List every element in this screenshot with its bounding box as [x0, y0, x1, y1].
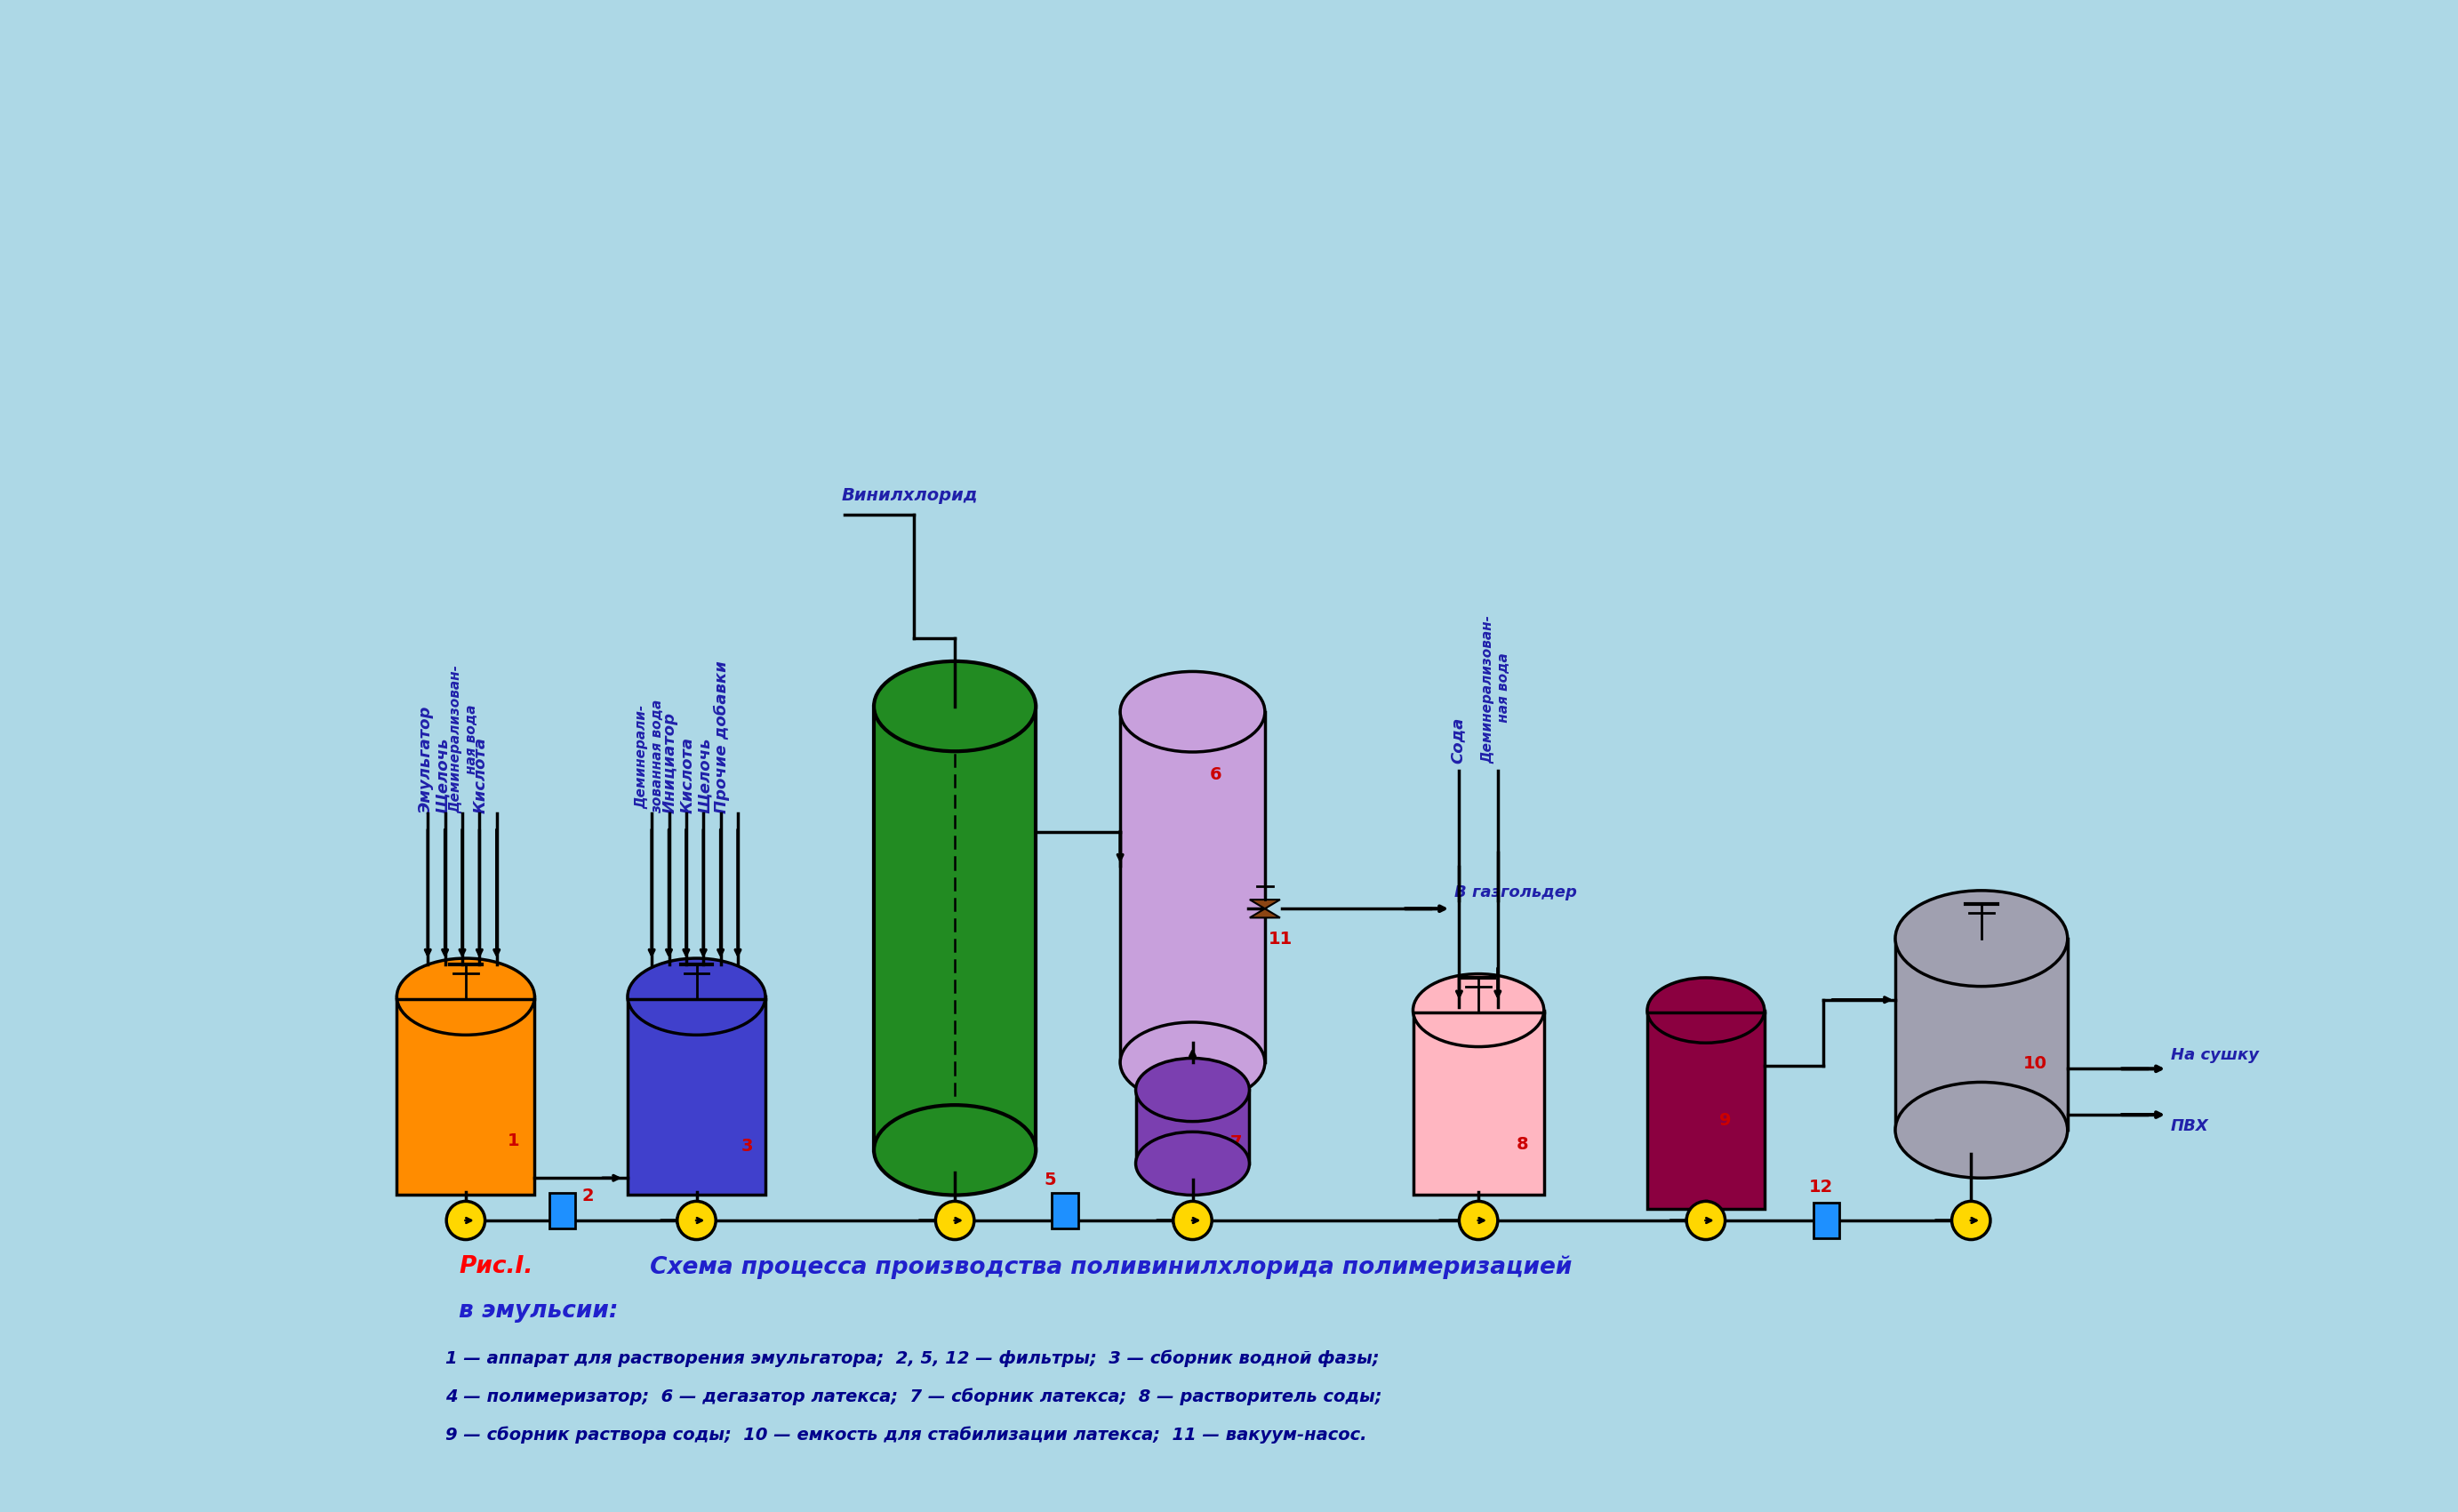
Bar: [1052, 1193, 1079, 1229]
Text: Щелочь: Щелочь: [435, 738, 450, 813]
Circle shape: [1172, 1201, 1212, 1240]
Text: в эмульсии:: в эмульсии:: [460, 1300, 619, 1323]
Ellipse shape: [1413, 974, 1544, 1046]
Text: 5: 5: [1045, 1172, 1057, 1188]
Circle shape: [678, 1201, 715, 1240]
Text: 12: 12: [1809, 1178, 1834, 1194]
Polygon shape: [1249, 909, 1281, 918]
Text: 3: 3: [742, 1139, 752, 1155]
Circle shape: [1686, 1201, 1726, 1240]
Bar: [627, 996, 764, 1194]
Text: 10: 10: [2023, 1055, 2048, 1072]
Text: 11: 11: [1268, 931, 1293, 948]
Text: 1 — аппарат для растворения эмульгатора;  2, 5, 12 — фильтры;  3 — сборник водно: 1 — аппарат для растворения эмульгатора;…: [445, 1350, 1379, 1367]
Bar: [1895, 939, 2067, 1129]
Text: 1: 1: [506, 1132, 519, 1149]
Ellipse shape: [396, 959, 533, 1034]
Ellipse shape: [1647, 978, 1765, 1043]
Text: Эмульгатор: Эмульгатор: [418, 706, 433, 813]
Bar: [548, 1193, 575, 1229]
Text: Деминерализован-
 ная вода: Деминерализован- ная вода: [1482, 615, 1509, 764]
Text: 9 — сборник раствора соды;  10 — емкость для стабилизации латекса;  11 — вакуум-: 9 — сборник раствора соды; 10 — емкость …: [445, 1426, 1367, 1444]
Text: Винилхлорид: Винилхлорид: [841, 487, 978, 505]
Circle shape: [936, 1201, 973, 1240]
Circle shape: [1952, 1201, 1991, 1240]
Text: На сушку: На сушку: [2170, 1048, 2259, 1063]
Bar: [875, 706, 1035, 1151]
Bar: [396, 996, 533, 1194]
Text: Щелочь: Щелочь: [696, 738, 713, 813]
Text: Кислота: Кислота: [472, 736, 489, 813]
Text: Сода: Сода: [1450, 718, 1465, 764]
Ellipse shape: [1895, 1083, 2067, 1178]
Ellipse shape: [875, 1105, 1035, 1194]
Circle shape: [447, 1201, 484, 1240]
Text: Схема процесса производства поливинилхлорида полимеризацией: Схема процесса производства поливинилхло…: [642, 1255, 1571, 1279]
Text: 9: 9: [1721, 1113, 1730, 1129]
Text: Деминерали-
зованная вода: Деминерали- зованная вода: [634, 700, 664, 813]
Text: В газгольдер: В газгольдер: [1455, 885, 1578, 901]
Text: 4 — полимеризатор;  6 — дегазатор латекса;  7 — сборник латекса;  8 — растворите: 4 — полимеризатор; 6 — дегазатор латекса…: [445, 1388, 1381, 1406]
Text: 8: 8: [1517, 1136, 1529, 1152]
Ellipse shape: [1121, 1022, 1266, 1102]
Text: Деминерализован-
ная вода: Деминерализован- ная вода: [450, 665, 477, 813]
Text: Прочие добавки: Прочие добавки: [713, 661, 730, 813]
Bar: [1814, 1202, 1839, 1238]
Ellipse shape: [1136, 1058, 1249, 1122]
Bar: [1136, 1090, 1249, 1163]
Ellipse shape: [1121, 671, 1266, 751]
Text: Инициатор: Инициатор: [661, 712, 678, 813]
Text: 2: 2: [583, 1187, 592, 1204]
Text: 7: 7: [1231, 1134, 1241, 1151]
Ellipse shape: [627, 959, 764, 1034]
Text: 4: 4: [971, 1117, 983, 1134]
Polygon shape: [1249, 900, 1281, 909]
Bar: [1121, 712, 1266, 1063]
Text: Кислота: Кислота: [678, 736, 696, 813]
Ellipse shape: [1136, 1132, 1249, 1194]
Ellipse shape: [1895, 891, 2067, 986]
Text: ПВХ: ПВХ: [2170, 1119, 2210, 1134]
Bar: [1413, 1010, 1544, 1194]
Text: Рис.I.: Рис.I.: [460, 1255, 533, 1279]
Circle shape: [1460, 1201, 1497, 1240]
Text: 6: 6: [1209, 767, 1222, 783]
Bar: [1647, 1010, 1765, 1208]
Ellipse shape: [875, 661, 1035, 751]
